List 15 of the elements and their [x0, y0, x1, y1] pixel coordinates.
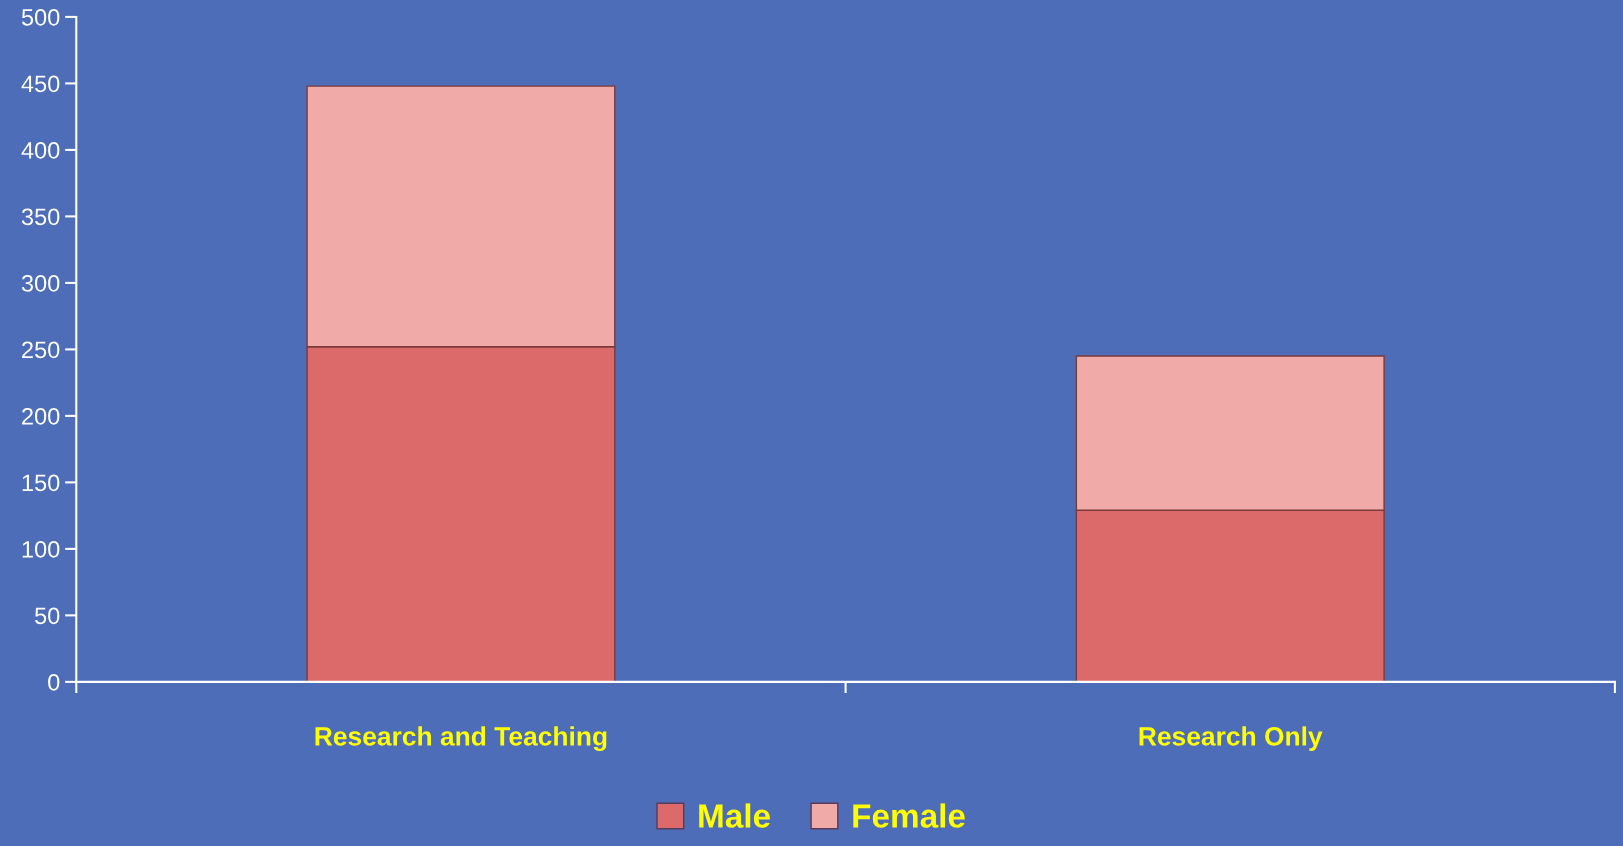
y-tick-label: 200	[22, 407, 60, 425]
x-tick-label: Research Only	[1139, 726, 1323, 751]
y-tick-label: 50	[34, 607, 60, 625]
legend-label: Female	[853, 803, 965, 828]
y-tick-label: 250	[22, 341, 60, 359]
y-tick-label: 500	[21, 8, 60, 26]
legend-label: Male	[699, 803, 770, 828]
y-tick-label: 100	[22, 540, 60, 558]
y-tick-label: 150	[22, 474, 60, 492]
y-tick-label: 400	[21, 141, 60, 159]
y-tick-label: 350	[21, 208, 60, 226]
x-tick-label: Research and Teaching	[315, 726, 607, 752]
y-tick-label: 450	[21, 75, 60, 93]
y-tick-label: 0	[48, 673, 60, 691]
y-tick-label: 300	[21, 274, 60, 292]
